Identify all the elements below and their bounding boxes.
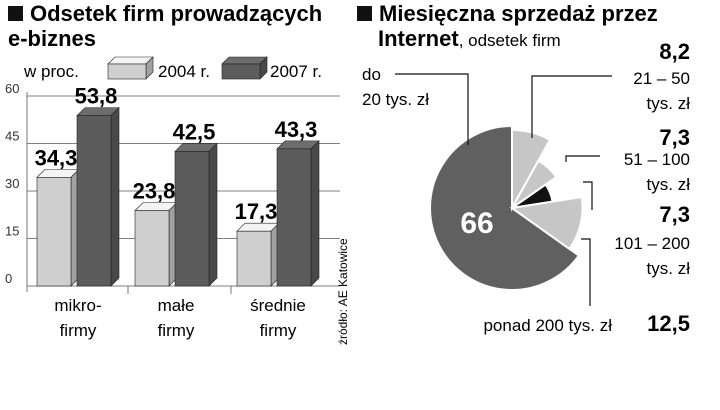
category-label-2-1: firmy: [260, 321, 297, 340]
bar-1-1: [174, 142, 218, 287]
y-tick-label-60: 60: [5, 81, 19, 96]
pie-label-4-0: ponad 200 tys. zł: [483, 316, 612, 335]
category-label-2-0: średnie: [250, 296, 306, 315]
pie-label-3-1: tys. zł: [647, 259, 691, 278]
pie-chart-title-line1: Miesięczna sprzedaż przez: [379, 1, 658, 26]
pie-chart-title-line2: Internet, odsetek firm: [378, 26, 561, 51]
pie-label-0-0: do: [362, 65, 381, 84]
legend-swatch-2007: [221, 56, 268, 80]
legend-swatch-2004: [107, 56, 154, 80]
y-tick-label-45: 45: [5, 129, 19, 144]
unit-label: w proc.: [23, 62, 79, 81]
bar-2-1-front: [276, 148, 312, 287]
bar-1-1-front: [174, 151, 210, 287]
bar-2-1: [276, 140, 320, 287]
bar-2-0-front: [236, 230, 272, 287]
legend-label-2004: 2004 r.: [158, 62, 210, 81]
pie-leader-2: [565, 155, 600, 162]
bar-0-1: [76, 106, 120, 287]
bar-marks: 34,3 53,8 23,8 42,5 17,3 43,3: [35, 84, 320, 287]
title-square-marker-2: [357, 6, 372, 21]
pie-label-3-0: 101 – 200: [614, 234, 690, 253]
legend-box-2004-top: [107, 56, 154, 65]
legend: 2004 r. 2007 r.: [107, 56, 322, 81]
pie-label-2-1: tys. zł: [647, 175, 691, 194]
bar-0-1-front: [76, 115, 112, 287]
category-label-0-0: mikro-: [54, 296, 101, 315]
legend-box-2004: [107, 56, 154, 80]
source-note: źródło: AE Katowice: [336, 238, 350, 345]
pie-slice-ponad-200: [509, 195, 584, 251]
pie-leader-0: [395, 73, 469, 145]
bar-value-label-2-1: 43,3: [275, 117, 318, 142]
category-label-1-1: firmy: [158, 321, 195, 340]
bar-value-label-1-1: 42,5: [173, 119, 216, 144]
y-tick-label-0: 0: [5, 271, 12, 286]
bar-1-1-side: [208, 142, 218, 287]
pie-label-1-0: 21 – 50: [633, 69, 690, 88]
title-square-marker: [8, 6, 23, 21]
pie-label-1-1: tys. zł: [647, 94, 691, 113]
bar-0-1-side: [110, 106, 120, 287]
bar-value-label-0-1: 53,8: [75, 84, 118, 109]
category-label-1-0: małe: [158, 296, 195, 315]
pie-value-label-0: 66: [460, 207, 493, 240]
pie-slice-51-100: [511, 159, 558, 209]
pie-title-rest: , odsetek firm: [459, 31, 561, 50]
pie-label-0-1: 20 tys. zł: [362, 90, 429, 109]
y-tick-label-30: 30: [5, 176, 19, 191]
bar-1-0-front: [134, 210, 170, 287]
pie-title-bold: Internet: [378, 26, 459, 51]
category-label-0-1: firmy: [60, 321, 97, 340]
pie-label-2-0: 51 – 100: [624, 150, 690, 169]
pie-value-label-2: 7,3: [659, 125, 690, 150]
bar-value-label-2-0: 17,3: [235, 199, 278, 224]
pie-marks: [429, 124, 584, 291]
pie-value-label-3: 7,3: [659, 202, 690, 227]
bar-value-label-0-0: 34,3: [35, 145, 78, 170]
pie-leader-3: [583, 181, 593, 210]
bar-0-0-front: [36, 177, 72, 287]
bar-1-0: [134, 201, 178, 287]
bar-2-1-side: [310, 140, 320, 287]
bar-value-label-1-0: 23,8: [133, 179, 176, 204]
bar-chart-title-line2: e-biznes: [8, 26, 96, 51]
pie-leader-4: [581, 238, 591, 306]
legend-box-2007: [221, 56, 268, 80]
bar-0-0: [36, 168, 80, 287]
pie-leader-1: [531, 75, 612, 138]
legend-box-2007-front: [221, 63, 261, 80]
y-tick-label-15: 15: [5, 224, 19, 239]
bar-2-0: [236, 222, 280, 287]
legend-box-2007-top: [221, 56, 268, 65]
bar-chart-title-line1: Odsetek firm prowadzących: [30, 1, 322, 26]
pie-value-label-4: 12,5: [647, 311, 690, 336]
category-labels: mikro-firmy małe firmy średnie firmy: [54, 296, 305, 340]
legend-label-2007: 2007 r.: [270, 62, 322, 81]
pie-value-label-1: 8,2: [659, 39, 690, 64]
legend-box-2004-front: [107, 63, 147, 80]
